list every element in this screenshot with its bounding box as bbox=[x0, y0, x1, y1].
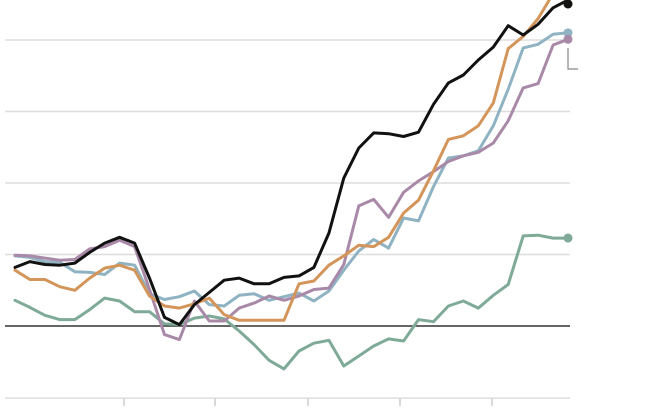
series-lines bbox=[13, 0, 570, 371]
series-end-marker-2 bbox=[563, 28, 573, 38]
gridlines bbox=[5, 39, 570, 327]
series-end-marker-4 bbox=[563, 233, 573, 243]
series-end-marker-3 bbox=[563, 34, 573, 44]
x-axis-ticks bbox=[5, 397, 570, 407]
annotation-leader-line bbox=[567, 48, 578, 70]
series-line-2 bbox=[13, 31, 570, 308]
series-line-4 bbox=[13, 233, 570, 371]
series-end-marker-0 bbox=[563, 0, 573, 9]
series-line-1 bbox=[13, 0, 551, 322]
series-line-0 bbox=[13, 0, 570, 327]
series-end-markers bbox=[563, 0, 573, 243]
